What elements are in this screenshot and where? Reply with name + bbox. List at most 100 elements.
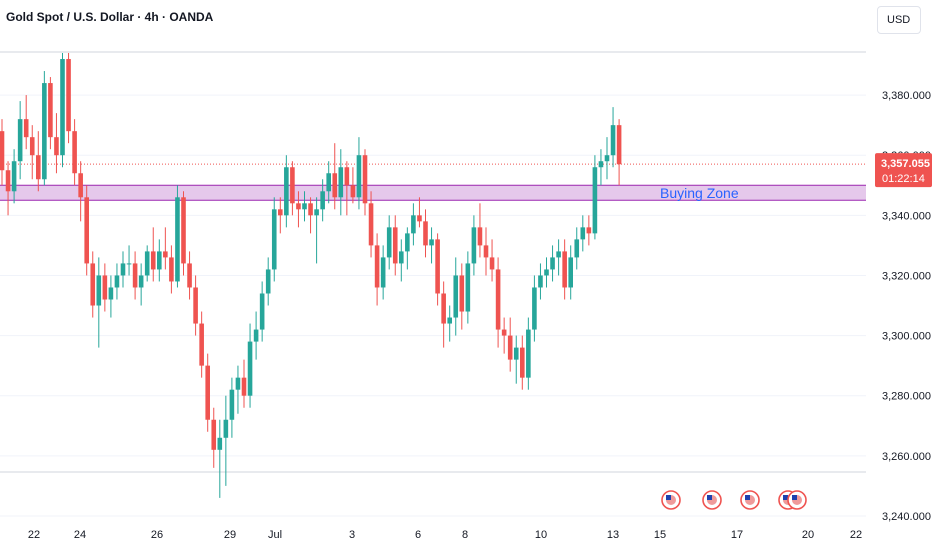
candle-body — [157, 251, 162, 270]
candle-body — [326, 173, 331, 192]
candle-body — [368, 203, 374, 246]
candle-body — [338, 167, 344, 198]
y-tick-label: 3,300.000 — [882, 331, 931, 343]
candle-body — [562, 251, 567, 288]
us-flag-canton — [707, 495, 712, 500]
candle-body — [181, 197, 186, 264]
x-tick-label: 17 — [731, 529, 743, 541]
candle-body — [259, 293, 265, 330]
candle-body — [538, 275, 543, 288]
candle-body — [11, 161, 17, 192]
candle-body — [350, 185, 356, 198]
candle-body — [423, 221, 428, 246]
candle-body — [429, 239, 434, 246]
candle-body — [5, 170, 11, 192]
candle-body — [489, 257, 495, 270]
candle-body — [447, 317, 452, 324]
candle-body — [380, 257, 386, 288]
candle-body — [132, 263, 138, 288]
candle-body — [453, 275, 459, 318]
candle-body — [308, 203, 313, 216]
candle-body — [23, 119, 29, 138]
candle-body — [229, 389, 235, 420]
candle-body — [471, 227, 477, 264]
candle-body — [362, 155, 368, 204]
candle-body — [175, 197, 180, 282]
buying-zone-band — [0, 185, 866, 201]
candle-body — [271, 209, 277, 270]
candle-body — [386, 227, 392, 258]
candle-body — [17, 119, 23, 162]
candle-body — [405, 233, 410, 252]
candle-body — [501, 329, 507, 336]
candle-body — [411, 215, 416, 234]
price-tag-value: 3,357.055 — [881, 158, 930, 170]
candle-body — [60, 59, 65, 156]
candle-body — [138, 275, 144, 288]
candle-body — [126, 263, 132, 265]
x-tick-label: 13 — [607, 529, 619, 541]
us-flag-canton — [783, 495, 788, 500]
currency-selector[interactable]: USD — [877, 6, 921, 34]
x-tick-label: Jul — [268, 529, 282, 541]
candle-body — [556, 251, 561, 258]
candle-body — [114, 275, 120, 288]
y-tick-label: 3,280.000 — [882, 391, 931, 403]
x-tick-label: 10 — [535, 529, 547, 541]
candle-body — [568, 257, 573, 288]
candle-body — [592, 167, 598, 234]
candle-body — [150, 251, 156, 270]
candle-body — [284, 167, 289, 216]
x-tick-label: 20 — [802, 529, 814, 541]
x-tick-label: 26 — [151, 529, 163, 541]
candle-body — [332, 173, 338, 198]
candle-body — [223, 419, 229, 438]
candle-body — [296, 203, 301, 210]
candle-body — [72, 131, 77, 174]
candle-body — [241, 377, 247, 396]
candle-body — [163, 251, 168, 258]
candle-body — [66, 59, 71, 132]
candle-body — [392, 227, 398, 264]
candle-body — [356, 155, 362, 198]
candle-body — [302, 203, 307, 210]
candle-body — [344, 167, 350, 186]
candle-body — [78, 173, 83, 198]
price-tag — [875, 153, 932, 188]
candle-body — [520, 347, 525, 378]
candle-body — [465, 263, 471, 312]
candle-body — [550, 257, 555, 270]
x-tick-label: 29 — [224, 529, 236, 541]
us-flag-canton — [666, 495, 671, 500]
candle-body — [513, 347, 519, 360]
y-tick-label: 3,240.000 — [882, 511, 931, 523]
candle-body — [604, 155, 610, 162]
candle-body — [598, 161, 604, 168]
candle-body — [616, 125, 622, 165]
candle-body — [495, 269, 501, 330]
candle-body — [580, 227, 586, 240]
candle-body — [586, 227, 592, 234]
candle-body — [169, 257, 174, 282]
candle-body — [435, 239, 440, 294]
price-tag-countdown: 01:22:14 — [882, 173, 925, 185]
y-tick-label: 3,320.000 — [882, 270, 931, 282]
candle-body — [374, 245, 380, 288]
candle-body — [217, 437, 223, 450]
candle-body — [90, 263, 96, 306]
candle-body — [108, 287, 114, 300]
candle-body — [574, 239, 580, 258]
candle-body — [247, 341, 253, 396]
candle-body — [314, 209, 319, 216]
candle-body — [193, 287, 198, 324]
candle-body — [399, 251, 404, 264]
x-tick-label: 6 — [415, 529, 421, 541]
candle-body — [235, 377, 241, 390]
candle-body — [417, 215, 422, 222]
x-tick-label: 3 — [349, 529, 355, 541]
candle-body — [441, 293, 446, 324]
chart-title: Gold Spot / U.S. Dollar · 4h · OANDA — [6, 10, 214, 24]
candle-body — [507, 335, 513, 360]
candle-body — [265, 269, 271, 294]
